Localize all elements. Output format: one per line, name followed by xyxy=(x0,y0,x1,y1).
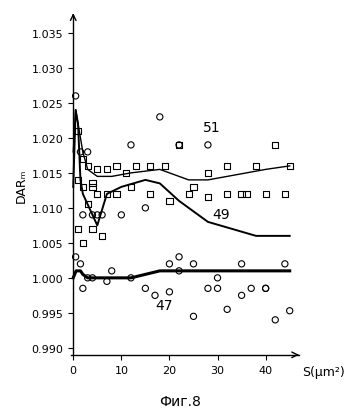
Point xyxy=(90,212,95,219)
Point xyxy=(143,205,148,211)
Point xyxy=(205,170,211,177)
Point xyxy=(263,191,269,198)
Point xyxy=(80,156,86,163)
Point xyxy=(147,163,153,170)
Point xyxy=(99,233,105,240)
Point xyxy=(282,261,288,267)
Point xyxy=(90,275,95,281)
Point xyxy=(253,163,259,170)
Point xyxy=(263,285,269,292)
Point xyxy=(85,149,91,156)
Point xyxy=(128,142,134,149)
Point xyxy=(80,184,86,191)
Point xyxy=(282,191,288,198)
Point xyxy=(114,191,120,198)
Point xyxy=(109,268,114,274)
Point xyxy=(176,142,182,149)
Point xyxy=(176,142,182,149)
Point xyxy=(205,142,211,149)
Point xyxy=(75,226,81,233)
Point xyxy=(80,285,86,292)
Point xyxy=(176,254,182,261)
Text: 47: 47 xyxy=(155,299,172,312)
Point xyxy=(167,261,172,267)
Point xyxy=(85,202,91,208)
Point xyxy=(205,195,211,201)
Point xyxy=(162,163,167,170)
Point xyxy=(104,279,110,285)
Point xyxy=(190,261,196,267)
Point xyxy=(85,275,91,281)
Point xyxy=(239,261,244,267)
Text: S(μm²): S(μm²) xyxy=(302,365,345,378)
Point xyxy=(167,198,172,204)
Point xyxy=(75,177,81,184)
Point xyxy=(205,285,211,292)
Point xyxy=(186,191,192,198)
Text: 51: 51 xyxy=(203,121,221,135)
Y-axis label: DARₘ: DARₘ xyxy=(14,169,27,203)
Point xyxy=(224,306,230,313)
Point xyxy=(224,191,230,198)
Point xyxy=(273,317,278,324)
Point xyxy=(114,163,120,170)
Text: 49: 49 xyxy=(213,208,230,222)
Point xyxy=(287,308,293,314)
Point xyxy=(133,163,139,170)
Point xyxy=(73,93,78,100)
Point xyxy=(85,163,91,170)
Point xyxy=(263,285,269,292)
Point xyxy=(80,240,86,247)
Point xyxy=(75,128,81,135)
Point xyxy=(143,285,148,292)
Point xyxy=(73,254,78,261)
Point xyxy=(239,191,244,198)
Point xyxy=(118,212,124,219)
Point xyxy=(94,212,100,219)
Point xyxy=(128,275,134,281)
Text: Фиг.8: Фиг.8 xyxy=(159,394,201,408)
Point xyxy=(147,191,153,198)
Point xyxy=(190,313,196,320)
Point xyxy=(104,167,110,173)
Point xyxy=(90,226,95,233)
Point xyxy=(224,163,230,170)
Point xyxy=(128,184,134,191)
Point xyxy=(94,191,100,198)
Point xyxy=(99,212,105,219)
Point xyxy=(157,115,163,121)
Point xyxy=(152,292,158,299)
Point xyxy=(215,275,220,281)
Point xyxy=(176,268,182,274)
Point xyxy=(77,261,83,267)
Point xyxy=(248,285,254,292)
Point xyxy=(80,212,86,219)
Point xyxy=(94,167,100,173)
Point xyxy=(90,181,95,187)
Point xyxy=(90,184,95,191)
Point xyxy=(287,163,293,170)
Point xyxy=(215,285,220,292)
Point xyxy=(243,191,249,198)
Point xyxy=(123,170,129,177)
Point xyxy=(190,184,196,191)
Point xyxy=(239,292,244,299)
Point xyxy=(273,142,278,149)
Point xyxy=(167,289,172,295)
Point xyxy=(77,149,83,156)
Point xyxy=(104,191,110,198)
